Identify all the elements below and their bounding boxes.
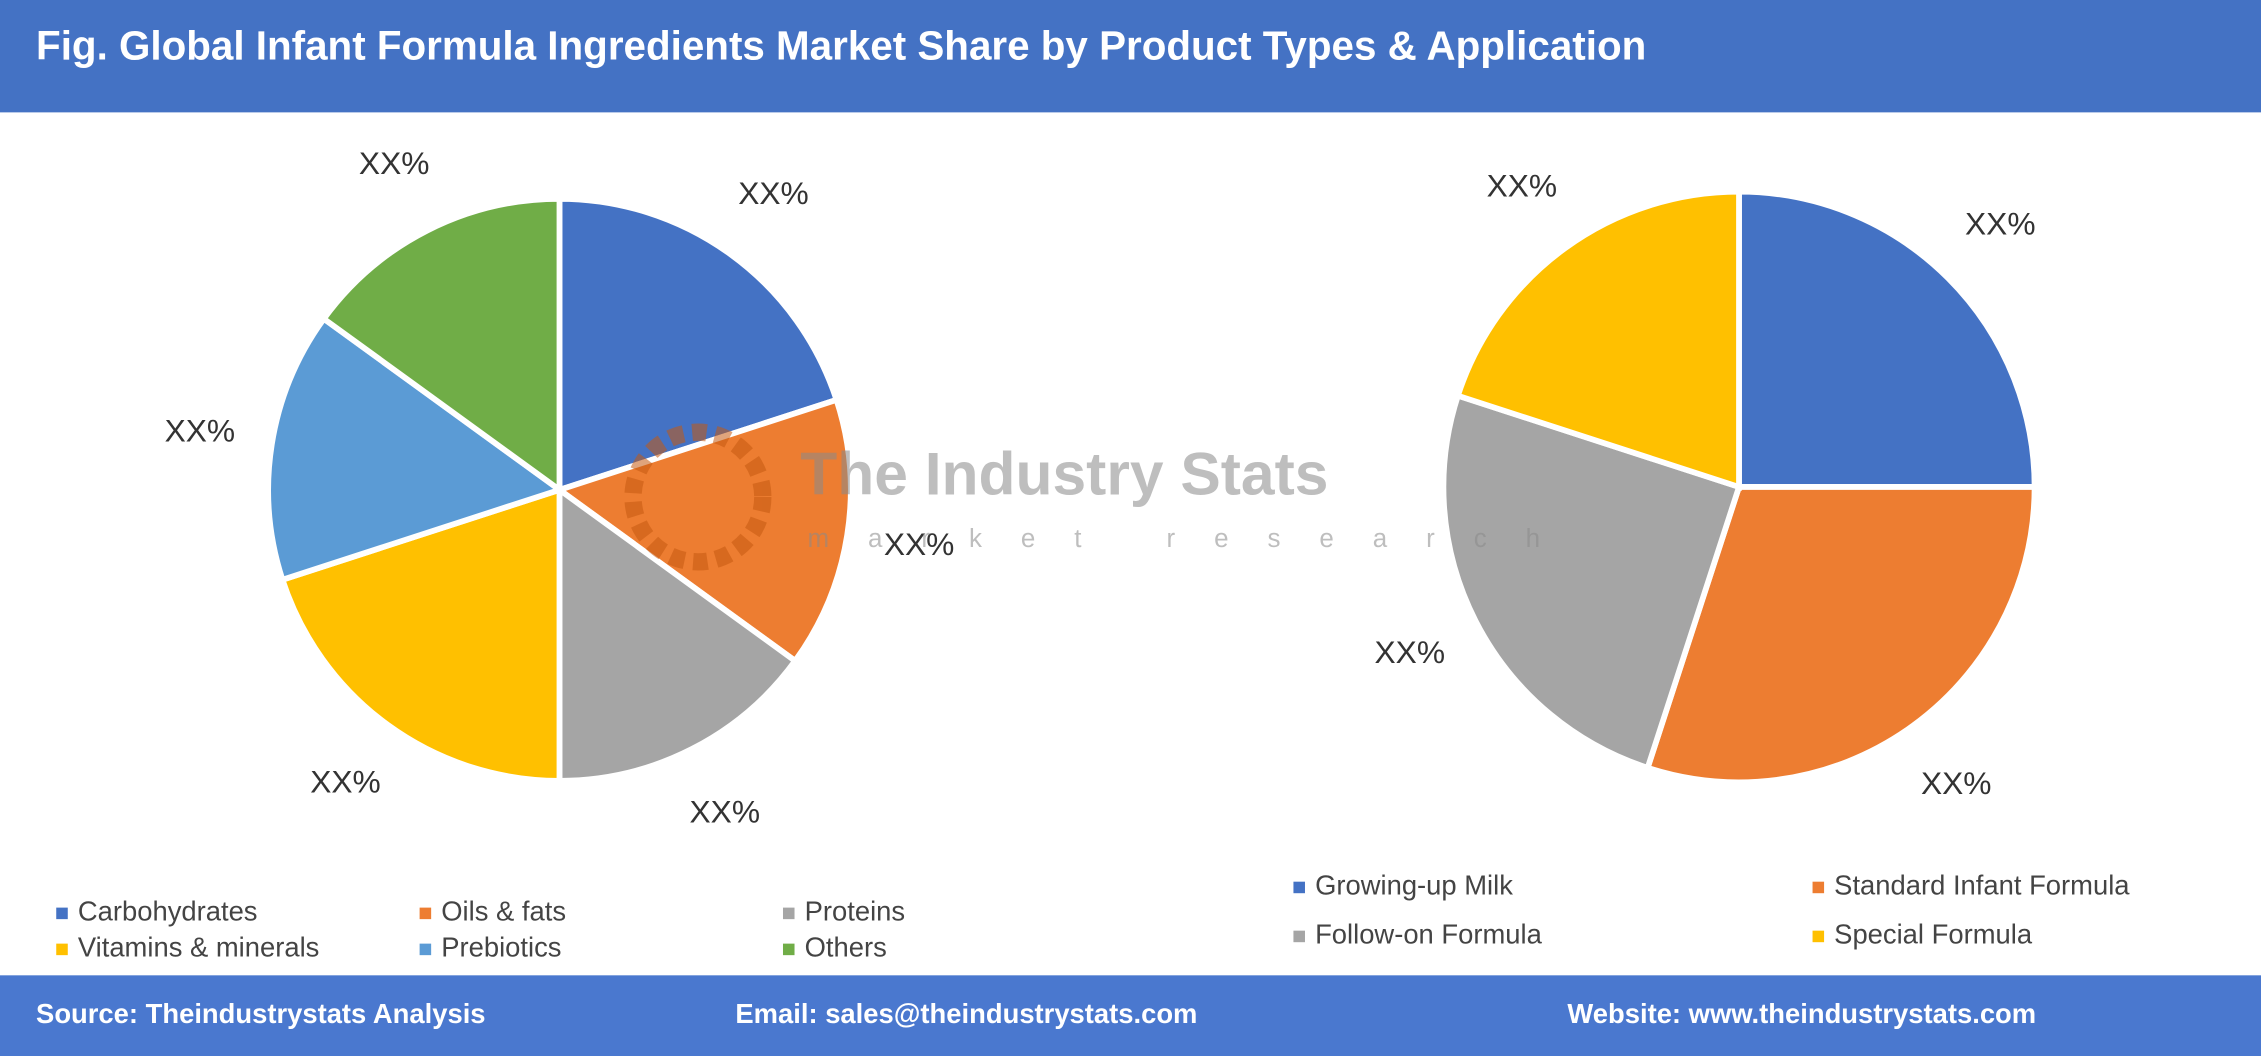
footer-bar [0,975,2261,1056]
footer-email: Email: sales@theindustrystats.com [735,998,1197,1029]
legend-label: Follow-on Formula [1315,919,1543,950]
footer-source: Source: Theindustrystats Analysis [36,998,486,1029]
legend-swatch [1812,881,1825,894]
pie-slice [1440,392,1743,772]
pie-slice [1736,188,2038,490]
data-label: XX% [738,175,808,211]
legend-label: Oils & fats [441,896,566,927]
data-label: XX% [359,145,429,181]
pie-slice [553,396,854,665]
data-label: XX% [1921,765,1991,801]
legend-swatch [56,943,68,956]
pie-slice [1644,484,2038,786]
header-bar [0,0,2261,113]
data-label: XX% [690,793,760,829]
legend-label: Carbohydrates [78,896,258,927]
pie-slice [319,195,563,496]
legend-swatch [1293,881,1305,894]
legend-swatch [782,907,795,920]
data-label: XX% [1487,168,1557,204]
watermark: The Industry Stats market research [624,423,1579,571]
footer-website: Website: www.theindustrystats.com [1567,998,2036,1029]
data-label: XX% [165,412,235,448]
data-label: XX% [1965,205,2035,241]
header-title: Fig. Global Infant Formula Ingredients M… [36,23,1646,69]
pie-slice [556,484,800,784]
legend-swatch [1293,930,1305,943]
legend-label: Special Formula [1834,919,2033,950]
data-label: XX% [1375,634,1445,670]
data-label: XX% [884,526,954,562]
legend-swatch [419,943,432,956]
watermark-name: The Industry Stats [800,439,1328,507]
legend-label: Proteins [805,896,905,927]
legend-swatch [56,907,68,920]
legend-label: Others [805,932,887,963]
legend-label: Standard Infant Formula [1834,870,2130,901]
legend-label: Growing-up Milk [1315,870,1513,901]
legend-label: Vitamins & minerals [78,932,320,963]
legend-swatch [782,943,795,956]
pie-slice [556,195,841,494]
watermark-logo [624,423,772,571]
legend-swatch [419,907,432,920]
legend-swatch [1812,930,1825,943]
legend-label: Prebiotics [441,932,561,963]
pie-slice [1454,188,1742,491]
data-label: XX% [310,763,380,799]
pie-slice [278,485,563,784]
watermark-tagline: market research [808,525,1579,553]
pie-slice [265,314,566,584]
